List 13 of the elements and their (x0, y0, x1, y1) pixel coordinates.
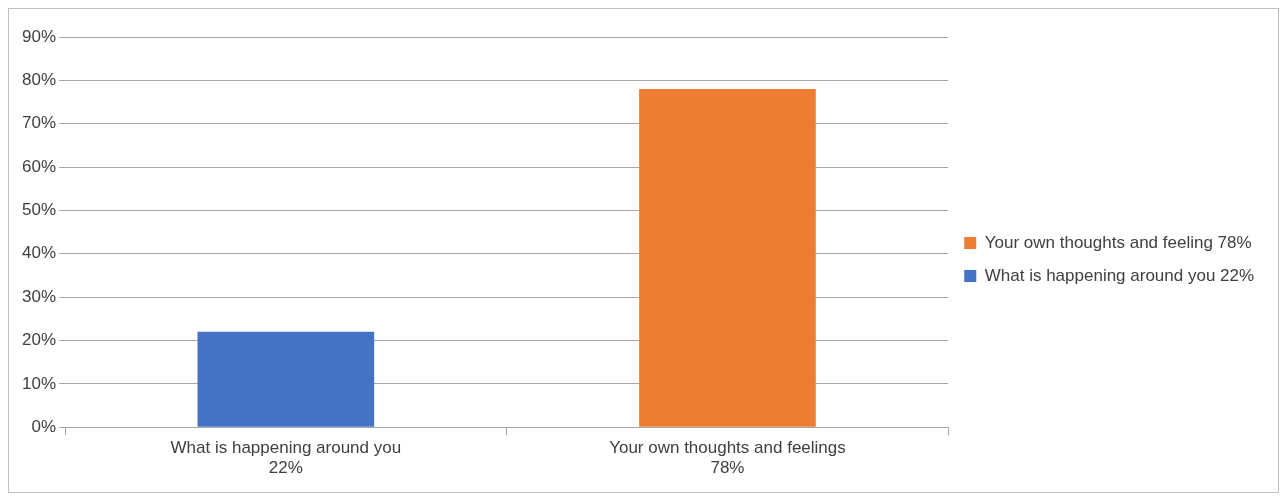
y-tick-label: 30% (21, 286, 57, 306)
y-tick-label: 10% (21, 373, 57, 393)
legend-label: Your own thoughts and feeling 78% (984, 232, 1252, 252)
y-tick-label: 20% (21, 330, 57, 350)
y-tick-label: 80% (21, 70, 57, 90)
y-tick-label: 40% (21, 243, 57, 263)
y-tick-label: 50% (21, 200, 57, 220)
y-tick-label: 90% (21, 26, 57, 46)
y-tick-label: 0% (31, 416, 57, 436)
legend-label: What is happening around you 22% (984, 265, 1255, 285)
y-tick-label: 70% (21, 113, 57, 133)
x-tick-label: Your own thoughts and feelings 78% (609, 438, 846, 478)
y-tick-label: 60% (21, 156, 57, 176)
